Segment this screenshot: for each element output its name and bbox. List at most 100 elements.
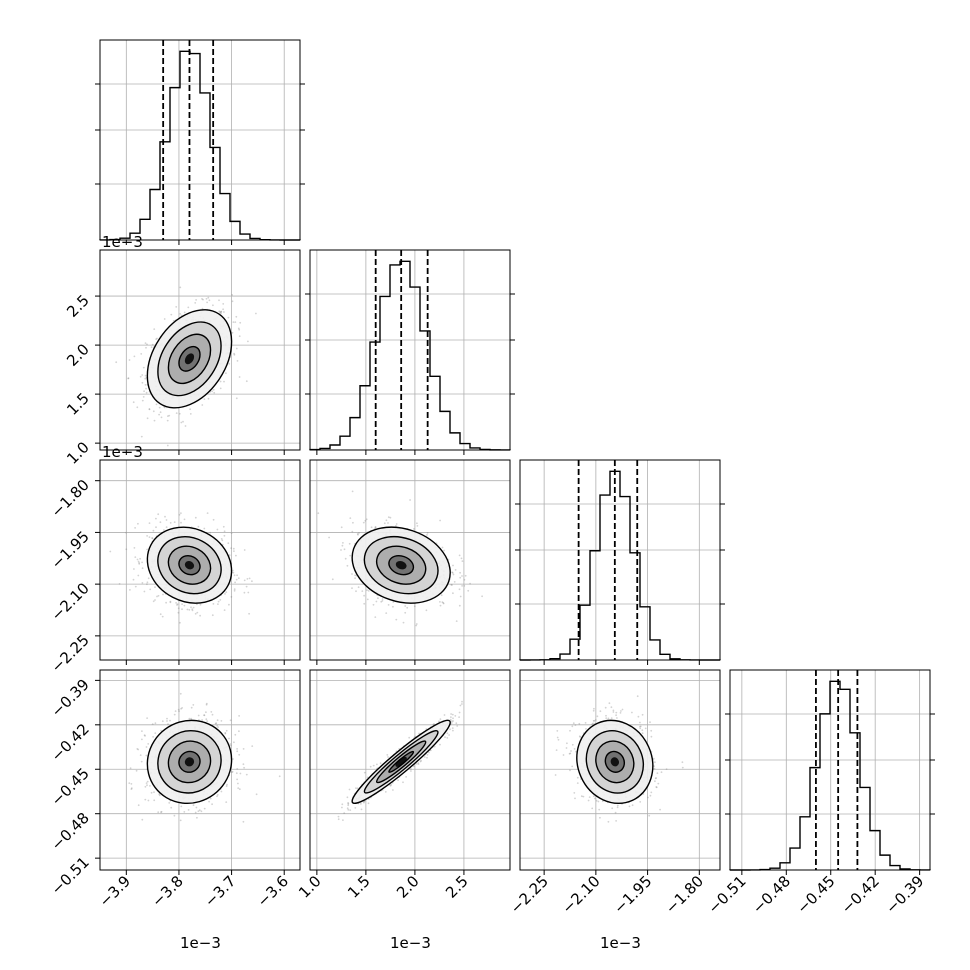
scatter-point <box>206 720 209 722</box>
histogram-line <box>729 680 931 871</box>
scatter-point <box>594 719 597 721</box>
scatter-point <box>236 574 239 577</box>
scatter-point <box>146 784 148 787</box>
scatter-point <box>340 549 342 551</box>
scatter-point <box>152 736 155 738</box>
scatter-point <box>392 605 394 608</box>
scatter-point <box>236 748 239 750</box>
density-peak <box>184 560 195 570</box>
scatter-point <box>441 546 444 549</box>
scatter-point <box>130 783 133 785</box>
panel-grid <box>100 460 300 660</box>
scatter-point <box>187 306 190 309</box>
contour-line <box>146 526 233 604</box>
scatter-point <box>464 574 467 577</box>
scatter-point <box>354 574 356 577</box>
scatter-point <box>203 807 206 810</box>
scatter-point <box>439 604 442 607</box>
scatter-point <box>410 770 412 772</box>
scatter-point <box>341 806 343 809</box>
scatter-point <box>458 588 461 591</box>
scatter-point <box>229 719 232 722</box>
scatter-point <box>127 377 130 380</box>
scatter-point <box>337 815 340 818</box>
scatter-point <box>446 732 449 735</box>
scatter-point <box>197 525 200 528</box>
contour-line <box>351 526 451 604</box>
scatter-point <box>231 300 234 303</box>
scatter-point <box>426 534 428 536</box>
scatter-point <box>452 573 455 576</box>
panel-frame <box>99 669 301 871</box>
y-tick-label: −0.45 <box>48 764 93 809</box>
scatter-point <box>189 413 192 415</box>
scatter-point <box>139 375 142 378</box>
scatter-point <box>372 603 375 606</box>
scatter-point <box>205 703 208 706</box>
scatter-point <box>234 733 237 736</box>
scatter-point <box>384 791 387 793</box>
scatter-point <box>146 581 149 584</box>
scatter-point <box>137 574 140 577</box>
scatter-point <box>208 299 211 302</box>
scatter-point <box>245 773 248 776</box>
scatter-point <box>416 522 418 525</box>
contour-line <box>363 536 439 595</box>
scatter-point <box>228 737 230 740</box>
scatter-point <box>370 526 373 529</box>
contour-line <box>178 750 201 773</box>
scatter-point <box>412 765 415 768</box>
scatter-point <box>208 800 211 803</box>
scatter-point <box>562 754 565 756</box>
scatter-point <box>469 582 471 585</box>
scatter-point <box>459 576 462 579</box>
scatter-point <box>347 808 350 811</box>
scatter-point <box>141 374 144 376</box>
scatter-point <box>134 527 137 529</box>
scatter-point <box>225 729 228 732</box>
panel-frame <box>309 459 511 661</box>
y-tick-label: −0.48 <box>48 809 93 854</box>
scatter-point <box>211 614 214 617</box>
scatter-point <box>449 728 451 731</box>
scatter-point <box>235 578 238 581</box>
scatter-point <box>178 710 180 713</box>
scatter-point <box>130 788 133 790</box>
scatter-point <box>173 713 176 716</box>
scatter-point <box>233 352 236 355</box>
y-tick-label: 1.5 <box>63 389 93 419</box>
scatter-point <box>144 785 147 788</box>
y-offset-label: 1e−3 <box>102 233 143 251</box>
scatter-point <box>342 819 344 821</box>
scatter-point <box>128 359 131 361</box>
x-tick-label: −3.8 <box>148 872 186 910</box>
contour-line <box>363 730 439 794</box>
scatter-point <box>212 603 215 605</box>
scatter-point <box>440 594 443 597</box>
scatter-point <box>159 521 162 524</box>
scatter-point <box>328 536 330 539</box>
scatter-point <box>173 521 176 523</box>
scatter-point <box>428 751 430 754</box>
scatter-point <box>375 600 378 603</box>
scatter-point <box>234 581 237 584</box>
scatter-point <box>439 743 441 746</box>
scatter-point <box>418 732 420 735</box>
scatter-point <box>355 787 357 789</box>
scatter-point <box>144 374 147 377</box>
scatter-point <box>404 605 407 607</box>
scatter-point <box>152 410 155 413</box>
y-tick-label: −2.10 <box>48 579 93 624</box>
scatter-point <box>148 536 151 538</box>
scatter-point <box>191 608 194 610</box>
scatter-point <box>160 810 163 813</box>
scatter-point <box>181 707 184 709</box>
scatter-point <box>145 346 147 349</box>
scatter-point <box>381 600 384 602</box>
scatter-point <box>143 390 146 393</box>
scatter-point <box>372 764 375 767</box>
scatter-point <box>229 744 232 747</box>
scatter-point <box>203 398 206 400</box>
scatter-point <box>145 782 148 784</box>
panel-grid <box>100 670 300 870</box>
